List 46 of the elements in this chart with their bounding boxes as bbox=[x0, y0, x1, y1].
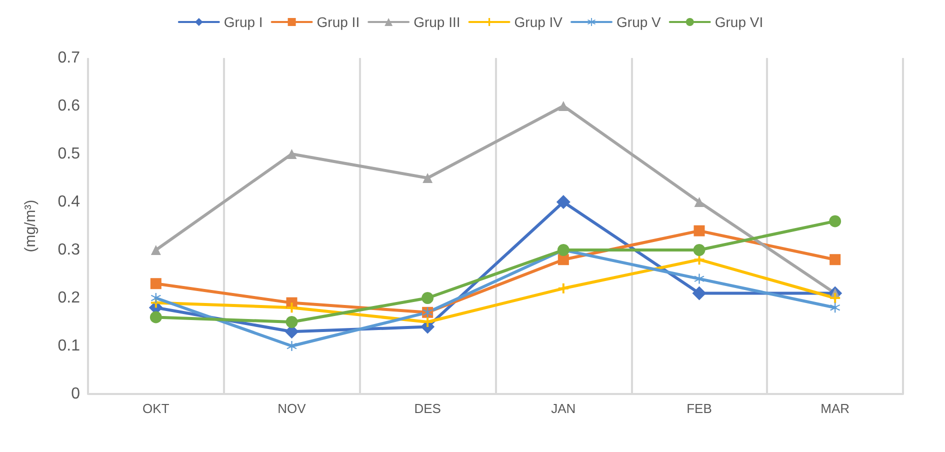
legend-label: Grup I bbox=[224, 14, 263, 30]
y-axis-title: (mg/m³) bbox=[22, 200, 39, 252]
y-tick-label: 0.2 bbox=[58, 290, 80, 306]
x-tick-label: MAR bbox=[820, 401, 850, 416]
point bbox=[150, 311, 162, 324]
legend-label: Grup V bbox=[616, 14, 662, 30]
point bbox=[830, 302, 840, 313]
point bbox=[556, 195, 570, 209]
y-tick-label: 0.1 bbox=[58, 338, 80, 354]
point bbox=[558, 254, 569, 266]
point bbox=[286, 302, 297, 313]
legend-label: Grup IV bbox=[514, 14, 564, 30]
point bbox=[422, 317, 433, 327]
point bbox=[830, 293, 840, 303]
point bbox=[694, 225, 705, 236]
point bbox=[150, 278, 162, 290]
x-tick-label: OKT bbox=[142, 401, 170, 416]
point bbox=[694, 197, 704, 207]
legend-label: Grup VI bbox=[714, 14, 764, 30]
y-tick-label: 0.4 bbox=[58, 194, 80, 210]
y-tick-label: 0.5 bbox=[58, 146, 80, 162]
point bbox=[830, 254, 841, 266]
point bbox=[286, 341, 297, 351]
y-tick-label: 0.6 bbox=[58, 98, 80, 114]
x-tick-label: NOV bbox=[278, 401, 306, 416]
point bbox=[422, 173, 433, 183]
point bbox=[558, 101, 568, 111]
point bbox=[286, 149, 297, 159]
point bbox=[150, 293, 161, 303]
point bbox=[829, 215, 842, 228]
legend-label: Grup III bbox=[414, 14, 460, 30]
legend-label: Grup II bbox=[316, 14, 360, 30]
y-tick-label: 0.3 bbox=[58, 242, 80, 258]
y-tick-label: 0.7 bbox=[58, 50, 80, 66]
x-tick-label: JAN bbox=[551, 401, 576, 416]
point bbox=[692, 286, 706, 300]
point bbox=[558, 283, 568, 294]
point bbox=[150, 245, 161, 255]
x-tick-label: FEB bbox=[686, 401, 712, 416]
point bbox=[693, 244, 706, 256]
point bbox=[694, 274, 704, 284]
x-tick-label: DES bbox=[414, 401, 442, 416]
y-tick-label: 0 bbox=[71, 386, 80, 402]
point bbox=[694, 254, 704, 265]
point bbox=[286, 316, 298, 328]
point bbox=[422, 292, 434, 304]
